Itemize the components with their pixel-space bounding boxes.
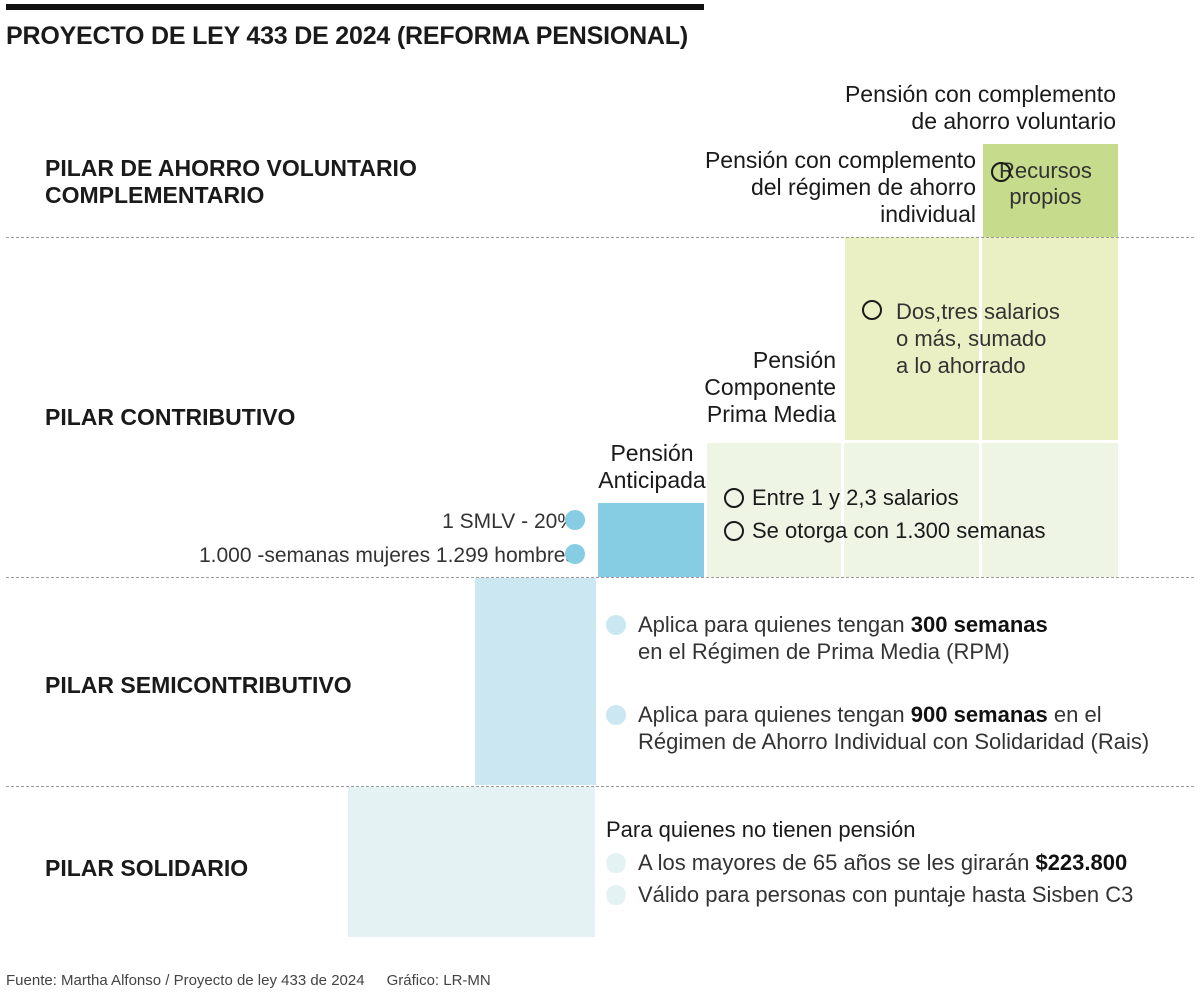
- footer-source: Fuente: Martha Alfonso / Proyecto de ley…: [6, 972, 365, 989]
- pillar-solidario-label: PILAR SOLIDARIO: [45, 855, 249, 881]
- pillar-voluntario-label: PILAR DE AHORRO VOLUNTARIO COMPLEMENTARI…: [45, 155, 417, 208]
- circle-bullet-icon: [724, 521, 744, 541]
- pale-dot-icon: [606, 853, 626, 873]
- pillar-contributivo-label: PILAR CONTRIBUTIVO: [45, 404, 296, 430]
- solidario-header: Para quienes no tienen pensión: [606, 817, 916, 842]
- prima-media-bullet: Dos,tres salarios o más, sumado a lo aho…: [862, 298, 1060, 379]
- circle-bullet-icon: [991, 162, 1011, 182]
- solid-2-text: Válido para personas con puntaje hasta S…: [638, 882, 1134, 907]
- circle-bullet-icon: [862, 300, 882, 320]
- solidario-bullet-1: A los mayores de 65 años se les girarán …: [606, 849, 1127, 876]
- solidario-block: [348, 787, 595, 937]
- anticipada-left-label-1: 1 SMLV - 20%: [442, 510, 576, 533]
- pale-dot-icon: [606, 885, 626, 905]
- divider-voluntario: [6, 237, 1194, 238]
- anticipada-block: [598, 503, 704, 577]
- pale-blue-dot-icon: [606, 705, 626, 725]
- grid-line: [841, 237, 844, 577]
- grid-line: [707, 440, 1118, 443]
- voluntario-header-side: Pensión con complemento del régimen de a…: [704, 147, 976, 227]
- pillar-semicontributivo-label: PILAR SEMICONTRIBUTIVO: [45, 672, 352, 698]
- prima-media-header: Pensión Componente Prima Media: [704, 347, 836, 427]
- solid-1-pre: A los mayores de 65 años se les girarán: [638, 850, 1036, 875]
- semicontributivo-block: [475, 578, 596, 785]
- grid-line: [979, 144, 982, 577]
- semi-2-post: en el: [1047, 702, 1102, 727]
- footer-credit: Gráfico: LR-MN: [386, 972, 491, 989]
- prima-media-bullet-text: Dos,tres salarios o más, sumado a lo aho…: [896, 299, 1060, 378]
- anticipada-bullet-2: Se otorga con 1.300 semanas: [724, 517, 1046, 544]
- semi-2-bold: 900 semanas: [910, 702, 1048, 727]
- solid-1-bold: $223.800: [1035, 850, 1128, 875]
- page-title: PROYECTO DE LEY 433 DE 2024 (REFORMA PEN…: [6, 22, 688, 50]
- blue-dot-icon: [565, 544, 585, 564]
- blue-dot-icon: [565, 510, 585, 530]
- footer: Fuente: Martha Alfonso / Proyecto de ley…: [6, 972, 491, 989]
- anticipada-panel: [707, 443, 1118, 577]
- semi-1-pre: Aplica para quienes tengan: [638, 612, 911, 637]
- title-rule: [6, 4, 704, 10]
- divider-contributivo: [6, 577, 1194, 578]
- semi-2-line2: Régimen de Ahorro Individual con Solidar…: [638, 729, 1150, 754]
- anticipada-bullet-1: Entre 1 y 2,3 salarios: [724, 484, 959, 511]
- voluntario-bullet-text: Recursos propios: [999, 158, 1092, 209]
- voluntario-bullet: Recursos propios: [991, 158, 1092, 210]
- voluntario-header-top: Pensión con complemento de ahorro volunt…: [844, 81, 1116, 134]
- anticipada-bullet-2-text: Se otorga con 1.300 semanas: [752, 518, 1046, 543]
- pale-blue-dot-icon: [606, 615, 626, 635]
- voluntario-block: [983, 144, 1118, 237]
- semicontributivo-bullet-1: Aplica para quienes tengan 300 semanas e…: [606, 611, 1048, 665]
- circle-bullet-icon: [724, 488, 744, 508]
- semicontributivo-bullet-2: Aplica para quienes tengan 900 semanas e…: [606, 701, 1149, 755]
- semi-1-line2: en el Régimen de Prima Media (RPM): [638, 639, 1010, 664]
- anticipada-header: Pensión Anticipada: [598, 440, 706, 493]
- divider-semicontributivo: [6, 786, 1194, 787]
- semi-2-pre: Aplica para quienes tengan: [638, 702, 911, 727]
- anticipada-bullet-1-text: Entre 1 y 2,3 salarios: [752, 485, 959, 510]
- anticipada-left-label-2: 1.000 -semanas mujeres 1.299 hombres: [198, 544, 576, 567]
- solidario-bullet-2: Válido para personas con puntaje hasta S…: [606, 881, 1133, 908]
- semi-1-bold: 300 semanas: [910, 612, 1048, 637]
